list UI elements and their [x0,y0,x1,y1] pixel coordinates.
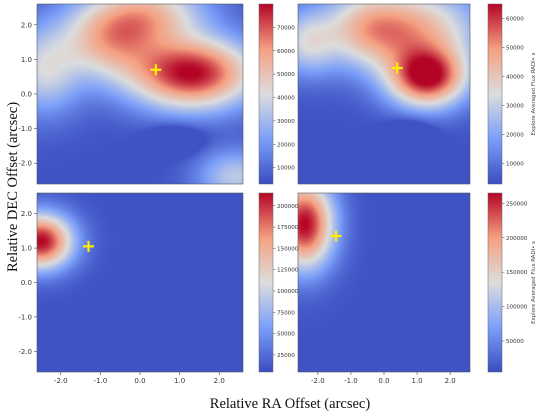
colorbar [258,192,274,373]
heatmap-image [298,193,470,372]
colorbar-tick-label: 10000 [277,166,295,172]
x-tick-label: 2.0 [445,377,456,385]
y-tick-label: -1.0 [18,125,32,133]
y-tick-label: 2.0 [21,210,32,218]
x-tick-label: 0.0 [378,377,389,385]
colorbar-tick-label: 150000 [277,246,299,252]
heatmap-image [298,4,470,184]
plot-frame [297,3,471,185]
colorbar-tick-label: 200000 [277,204,299,210]
colorbar-tick-label: 100000 [506,305,528,311]
colorbar-tick-label: 175000 [277,225,299,231]
heatmap-image [37,4,243,184]
x-tick-label: -2.0 [54,377,68,385]
y-axis-label: Relative DEC Offset (arcsec) [5,102,21,272]
colorbar-tick-label: 20000 [506,133,524,139]
colorbar-tick-label: 60000 [277,49,295,55]
heatmap-panels: 2.0 1.0 0.0 -1.0 -2.0 70000 60000 50000 40000 300… [18,3,537,385]
colorbar-tick-label: 40000 [277,96,295,102]
x-tick-label: -1.0 [344,377,358,385]
y-tick-label: -2.0 [18,348,32,356]
y-tick-label: 2.0 [21,21,32,29]
x-tick-label: 1.0 [174,377,185,385]
colorbar-tick-label: 100000 [277,289,299,295]
heatmap-image [37,193,243,372]
position-marker-icon [391,62,403,74]
panel-top-right: 60000 50000 40000 30000 20000 10000 Explore Av… [297,3,537,185]
colorbar [258,3,274,185]
position-marker-icon [330,230,342,242]
y-tick-label: 1.0 [21,245,32,253]
colorbar-tick-label: 40000 [506,75,524,81]
y-tick-label: 0.0 [21,91,32,99]
colorbar-tick-label: 250000 [506,201,528,207]
colorbar-tick-label: 125000 [277,268,299,274]
colorbar-label: Explore Averaged Flux RADI• s [531,52,537,135]
colorbar [487,192,503,373]
colorbar-tick-label: 150000 [506,270,528,276]
colorbar-tick-label: 200000 [506,236,528,242]
colorbar-tick-label: 50000 [506,46,524,52]
colorbar-tick-label: 20000 [277,142,295,148]
x-tick-label: -1.0 [94,377,108,385]
colorbar-tick-label: 30000 [277,119,295,125]
x-tick-label: 1.0 [412,377,423,385]
position-marker-icon [150,64,162,76]
x-tick-label: -2.0 [311,377,325,385]
colorbar-label: Explore Averaged Flux RADI• s [531,241,537,324]
y-tick-label: 1.0 [21,56,32,64]
colorbar-tick-label: 50000 [506,339,524,345]
colorbar-tick-label: 10000 [506,162,524,168]
colorbar-tick-label: 50000 [277,72,295,78]
position-marker-icon [83,240,94,252]
y-tick-label: 0.0 [21,279,32,287]
x-axis-label: Relative RA Offset (arcsec) [210,396,371,412]
colorbar-tick-label: 70000 [277,25,295,31]
colorbar-tick-label: 30000 [506,104,524,110]
y-tick-label: -1.0 [18,313,32,321]
y-tick-label: -2.0 [18,160,32,168]
colorbar-tick-label: 50000 [277,332,295,338]
panel-top-left: 2.0 1.0 0.0 -1.0 -2.0 70000 60000 50000 40000 300… [18,3,295,185]
colorbar-tick-label: 60000 [506,17,524,23]
x-tick-label: 2.0 [214,377,225,385]
colorbar-tick-label: 25000 [277,353,295,359]
colorbar [487,3,503,185]
panel-bottom-left: 2.0 1.0 0.0 -1.0 -2.0 -2.0 -1.0 0.0 1.0 2.0 200000… [18,192,299,385]
panel-bottom-right: -2.0 -1.0 0.0 1.0 2.0 250000 200000 150000 10000… [297,192,537,385]
colorbar-tick-label: 75000 [277,310,295,316]
x-tick-label: 0.0 [134,377,145,385]
